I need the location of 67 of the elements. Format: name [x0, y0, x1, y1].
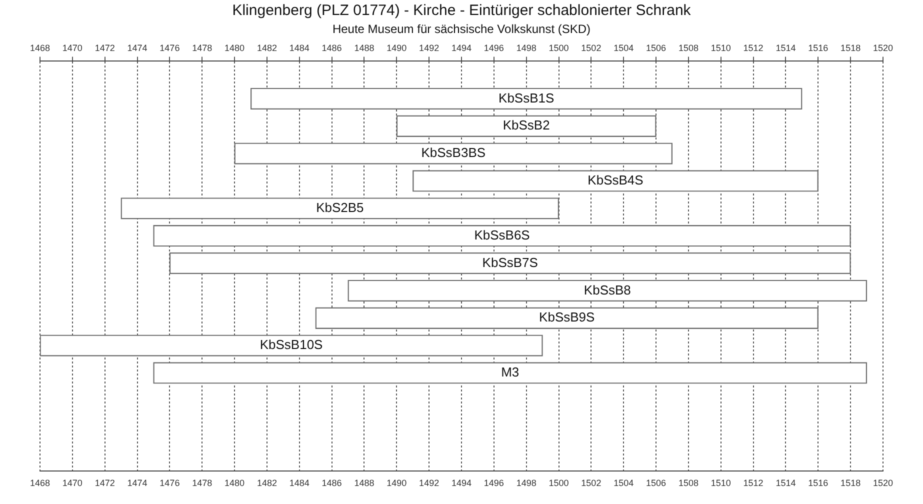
x2-tick-label: 1502 [581, 478, 602, 488]
x-tick-label: 1500 [548, 42, 569, 53]
x-tick-label: 1498 [516, 42, 536, 53]
x2-tick-label: 1510 [710, 478, 731, 488]
y-tick-label: KbSsB4S [588, 172, 644, 188]
chart-subtitle: Heute Museum für sächsische Volkskunst (SKD) [331, 22, 592, 36]
y-tick-label: KbSsB8 [584, 282, 631, 298]
x2-tick-label: 1484 [289, 478, 310, 488]
x-tick-label: 1484 [289, 42, 310, 53]
x2-tick-label: 1520 [872, 478, 894, 488]
x-tick-label: 1480 [224, 42, 245, 53]
y-tick-label: KbSsB2 [502, 118, 550, 133]
x-tick-label: 1490 [386, 42, 407, 53]
x-tick-label: 1470 [62, 42, 82, 53]
x-tick-label: 1516 [808, 42, 828, 53]
x2-tick-label: 1486 [322, 478, 342, 488]
x2-tick-label: 1480 [224, 478, 245, 488]
chart-title: Klingenberg (PLZ 01774) - Kirche - Eintüriger schablonierter Schrank [231, 2, 692, 19]
x2-tick-label: 1518 [840, 478, 861, 488]
x-tick-label: 1468 [30, 42, 50, 53]
x2-tick-label: 1478 [192, 478, 212, 488]
y-tick-label: M3 [501, 364, 520, 380]
y-tick-label: KbSsB9S [539, 310, 596, 325]
x-tick-label: 1476 [160, 42, 180, 53]
x-tick-label: 1508 [678, 42, 698, 53]
x-tick-label: 1502 [581, 42, 602, 53]
y-tick-label: KbSsB6S [474, 227, 530, 242]
x-tick-label: 1518 [840, 42, 861, 53]
x2-tick-label: 1516 [808, 478, 828, 488]
x-tick-label: 1482 [256, 42, 277, 53]
x2-tick-label: 1468 [30, 478, 50, 488]
x2-tick-label: 1492 [419, 478, 440, 488]
x-tick-label: 1472 [94, 42, 115, 53]
x2-tick-label: 1470 [62, 478, 82, 488]
x-tick-label: 1486 [322, 42, 342, 53]
x-tick-label: 1504 [614, 42, 634, 53]
x-tick-label: 1510 [710, 42, 731, 53]
x-tick-label: 1488 [354, 42, 374, 53]
x-tick-label: 1520 [872, 42, 894, 53]
x2-tick-label: 1476 [160, 478, 180, 488]
x2-tick-label: 1504 [614, 478, 634, 488]
x2-tick-label: 1512 [743, 478, 764, 488]
y-tick-label: KbSsB3BS [421, 145, 486, 160]
x2-tick-label: 1494 [451, 478, 472, 488]
y-tick-label: KbS2B5 [316, 200, 364, 215]
x2-tick-label: 1498 [516, 478, 536, 488]
x2-tick-label: 1488 [354, 478, 374, 488]
x-tick-label: 1478 [192, 42, 212, 53]
y-tick-label: KbSsB10S [260, 337, 324, 352]
y-tick-label: KbSsB1S [498, 90, 554, 106]
x-tick-label: 1494 [451, 42, 472, 53]
x2-tick-label: 1496 [484, 478, 504, 488]
x-tick-label: 1514 [776, 42, 796, 53]
x-tick-label: 1492 [419, 42, 440, 53]
x2-tick-label: 1482 [256, 478, 277, 488]
x2-tick-label: 1472 [94, 478, 115, 488]
x-tick-label: 1496 [484, 42, 504, 53]
x2-tick-label: 1490 [386, 478, 407, 488]
x2-tick-label: 1506 [646, 478, 666, 488]
y-tick-label: KbSsB7S [482, 254, 538, 270]
x2-tick-label: 1500 [548, 478, 569, 488]
x-tick-label: 1512 [743, 42, 764, 53]
x-tick-label: 1506 [646, 42, 666, 53]
x2-tick-label: 1474 [127, 478, 148, 488]
x2-tick-label: 1508 [678, 478, 698, 488]
x2-tick-label: 1514 [776, 478, 796, 488]
x-tick-label: 1474 [127, 42, 148, 53]
